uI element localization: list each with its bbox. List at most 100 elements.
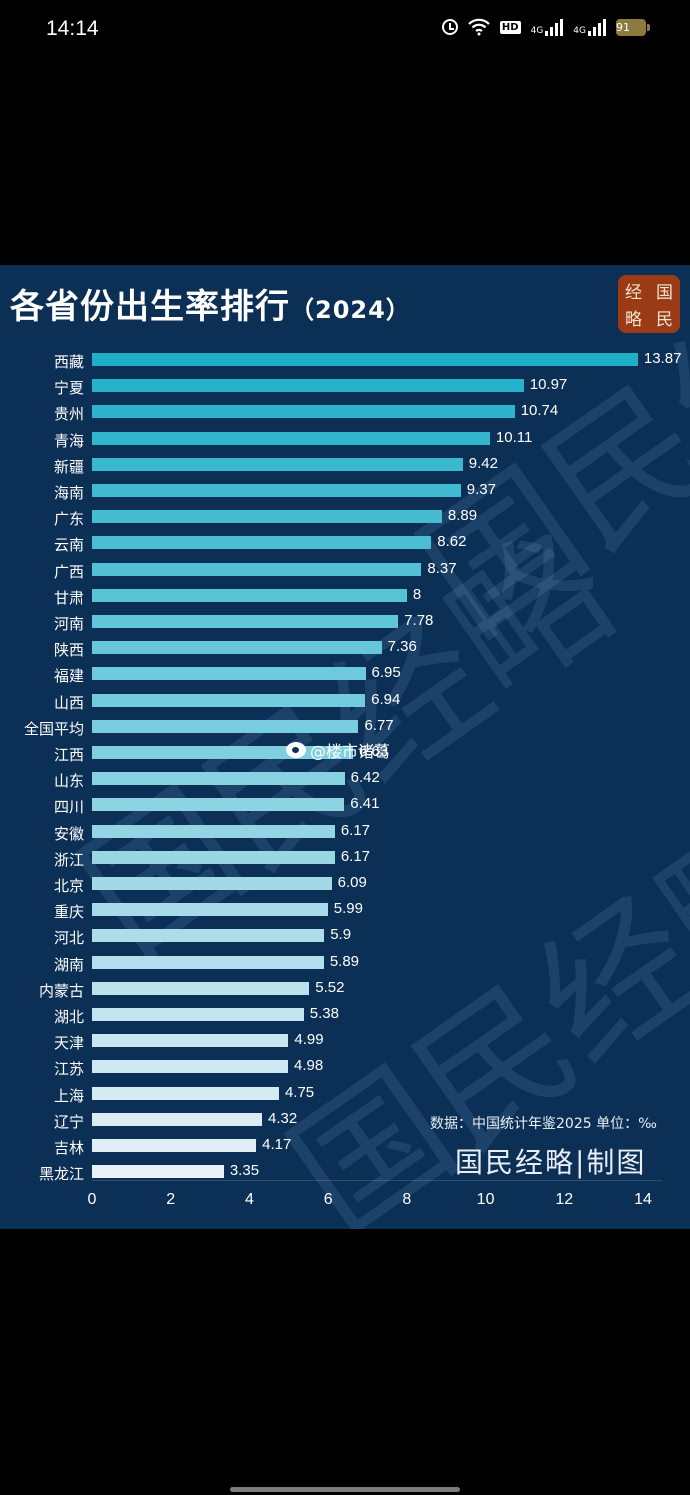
hd-volte-icon: HD [499, 20, 521, 34]
category-label: 上海 [53, 1086, 84, 1105]
category-label: 天津 [53, 1034, 84, 1053]
bar [92, 667, 366, 681]
category-label: 湖北 [53, 1008, 84, 1026]
bar-row: 四川 6.41 [0, 792, 690, 818]
bar [92, 536, 432, 550]
bar [92, 588, 407, 602]
category-label: 吉林 [53, 1139, 84, 1157]
bar-row: 内蒙古 5.52 [0, 976, 690, 1002]
bar [92, 510, 442, 524]
category-label: 福建 [53, 667, 84, 686]
bar-row: 辽宁 4.32 [0, 1107, 690, 1133]
bar-row: 安徽 6.17 [0, 819, 690, 845]
category-label: 江苏 [53, 1060, 84, 1079]
value-label: 4.32 [268, 1109, 298, 1127]
bar [92, 457, 463, 471]
bar [92, 431, 490, 445]
value-label: 10.11 [495, 428, 533, 446]
bar-row: 河南 7.78 [0, 609, 690, 635]
value-label: 6.41 [350, 795, 380, 813]
value-label: 8.62 [437, 533, 467, 551]
category-label: 甘肃 [53, 588, 84, 607]
value-label: 7.78 [404, 612, 434, 629]
bar [92, 1165, 224, 1179]
value-label: 8.37 [427, 559, 457, 577]
bar-row: 甘肃 8 [0, 583, 690, 609]
value-label: 5.38 [309, 1005, 339, 1022]
status-icons: HD 4G 4G 91 [441, 18, 650, 36]
value-label: 4.75 [284, 1083, 315, 1101]
category-label: 全国平均 [23, 719, 84, 738]
bar [92, 379, 524, 393]
category-label: 宁夏 [53, 379, 84, 398]
value-label: 5.52 [315, 978, 345, 996]
category-label: 黑龙江 [38, 1165, 84, 1184]
bar [92, 850, 335, 864]
category-label: 辽宁 [53, 1112, 84, 1131]
value-label: 4.99 [294, 1031, 324, 1049]
category-label: 重庆 [53, 903, 84, 922]
category-label: 陕西 [53, 641, 84, 660]
bar-row: 贵州 10.74 [0, 399, 690, 425]
value-label: 6.94 [371, 690, 401, 708]
bar [92, 562, 422, 576]
bar-row: 北京 6.09 [0, 871, 690, 897]
category-label: 海南 [53, 484, 84, 502]
x-tick-label: 8 [402, 1191, 412, 1208]
category-label: 新疆 [53, 457, 84, 476]
value-label: 8.89 [447, 507, 478, 525]
bar-row: 新疆 9.42 [0, 452, 690, 478]
bar [92, 1139, 257, 1152]
bar [92, 405, 515, 419]
bar [92, 1086, 279, 1100]
value-label: 6.63 [358, 743, 389, 760]
bar [92, 824, 335, 838]
chart-card: 国民经略 国民经略 国民经略 各省份出生率排行（2024） 经国 略民 西藏 13… [0, 265, 690, 1229]
maker-credit: 国民经略|制图 [455, 1146, 647, 1179]
bar-row: 陕西 7.36 [0, 635, 690, 661]
home-indicator[interactable] [230, 1487, 460, 1492]
value-label: 6.77 [364, 716, 394, 734]
alarm-icon [441, 19, 458, 35]
bar-row: 广东 8.89 [0, 504, 690, 530]
category-label: 贵州 [53, 405, 84, 424]
bar [92, 877, 332, 890]
bar-row: 吉林 4.17 [0, 1133, 690, 1159]
bar-row: 湖北 5.38 [0, 1002, 690, 1028]
x-tick-label: 6 [323, 1191, 333, 1208]
value-label: 4.17 [262, 1136, 292, 1153]
bar [92, 798, 345, 812]
weibo-watermark: @楼市诸葛 [286, 738, 390, 762]
bar [92, 693, 366, 707]
category-label: 青海 [53, 431, 84, 450]
bar [92, 484, 461, 497]
wifi-icon [468, 18, 490, 36]
bar-row: 广西 8.37 [0, 557, 690, 583]
bar-row: 青海 10.11 [0, 426, 690, 452]
category-label: 西藏 [53, 353, 84, 371]
bar [92, 903, 328, 917]
value-label: 7.36 [387, 638, 417, 656]
status-bar: 14:14 HD 4G 4G 91 [0, 0, 690, 60]
bar [92, 615, 399, 628]
bar-row: 宁夏 10.97 [0, 373, 690, 399]
bar [92, 772, 345, 786]
signal-4g-icon: 4G [573, 18, 606, 36]
bar-row: 云南 8.62 [0, 530, 690, 556]
value-label: 9.42 [468, 454, 498, 472]
value-label: 10.74 [520, 402, 559, 420]
category-label: 四川 [53, 798, 84, 817]
bar [92, 1112, 263, 1126]
signal-4g-icon: 4G [531, 18, 564, 36]
bar [92, 353, 638, 366]
value-label: 5.89 [329, 952, 360, 970]
bar-row: 山西 6.94 [0, 688, 690, 714]
category-label: 云南 [53, 536, 84, 555]
value-label: 6.17 [340, 821, 371, 839]
category-label: 山东 [53, 772, 84, 791]
bar-row: 海南 9.37 [0, 478, 690, 504]
bar [92, 719, 359, 733]
chart-title: 各省份出生率排行（2024） [10, 287, 411, 327]
value-label: 6.09 [337, 874, 367, 891]
bar-row: 全国平均 6.77 [0, 714, 690, 740]
